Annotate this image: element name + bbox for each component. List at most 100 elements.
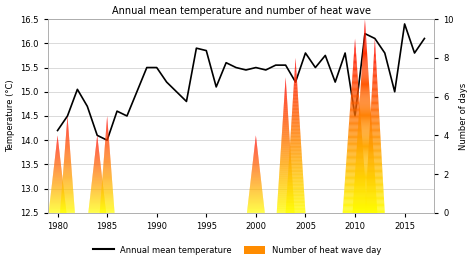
Polygon shape	[370, 124, 380, 125]
Polygon shape	[374, 54, 376, 55]
Polygon shape	[65, 142, 70, 143]
Polygon shape	[345, 182, 365, 183]
Polygon shape	[106, 129, 108, 130]
Polygon shape	[362, 71, 368, 72]
Polygon shape	[368, 160, 382, 161]
Polygon shape	[92, 181, 102, 182]
Polygon shape	[61, 207, 74, 208]
Polygon shape	[254, 156, 258, 157]
Polygon shape	[102, 180, 112, 181]
Polygon shape	[51, 196, 64, 197]
Polygon shape	[372, 95, 378, 96]
Polygon shape	[281, 143, 290, 144]
Polygon shape	[364, 39, 366, 40]
Polygon shape	[349, 126, 361, 127]
Polygon shape	[52, 184, 63, 185]
Polygon shape	[282, 136, 290, 137]
Polygon shape	[353, 69, 357, 70]
Polygon shape	[364, 34, 366, 35]
Polygon shape	[283, 123, 289, 124]
Polygon shape	[65, 145, 70, 146]
Polygon shape	[55, 156, 60, 157]
Polygon shape	[293, 92, 298, 93]
Polygon shape	[55, 158, 60, 159]
Polygon shape	[62, 191, 73, 192]
Polygon shape	[65, 147, 70, 148]
Polygon shape	[292, 109, 299, 110]
Polygon shape	[359, 106, 371, 107]
Polygon shape	[63, 180, 73, 181]
Polygon shape	[104, 158, 110, 159]
Polygon shape	[362, 59, 367, 60]
Polygon shape	[283, 122, 289, 123]
Polygon shape	[106, 135, 109, 136]
Polygon shape	[355, 172, 375, 173]
Polygon shape	[255, 141, 256, 142]
Polygon shape	[61, 203, 74, 204]
Polygon shape	[361, 84, 369, 85]
Polygon shape	[363, 53, 367, 54]
Polygon shape	[57, 137, 58, 138]
Polygon shape	[355, 184, 375, 185]
Polygon shape	[345, 187, 365, 188]
Polygon shape	[371, 108, 379, 109]
Polygon shape	[354, 191, 376, 192]
Polygon shape	[282, 133, 289, 134]
Polygon shape	[347, 143, 363, 144]
Polygon shape	[353, 202, 377, 203]
Polygon shape	[67, 126, 68, 127]
Polygon shape	[63, 173, 72, 174]
Polygon shape	[277, 209, 294, 210]
Polygon shape	[356, 163, 374, 164]
Polygon shape	[287, 190, 304, 191]
Polygon shape	[55, 151, 59, 152]
Polygon shape	[371, 109, 379, 110]
Polygon shape	[370, 119, 380, 120]
Polygon shape	[107, 121, 108, 122]
Polygon shape	[285, 83, 286, 84]
Polygon shape	[350, 113, 360, 114]
Polygon shape	[289, 166, 302, 167]
Polygon shape	[89, 210, 106, 211]
Polygon shape	[288, 182, 303, 183]
Polygon shape	[373, 68, 377, 69]
Polygon shape	[89, 204, 105, 205]
Polygon shape	[345, 180, 365, 181]
Polygon shape	[62, 188, 73, 189]
Polygon shape	[288, 177, 303, 178]
Polygon shape	[57, 142, 58, 143]
Polygon shape	[254, 153, 258, 154]
Polygon shape	[284, 104, 287, 105]
Polygon shape	[372, 86, 378, 87]
Polygon shape	[284, 93, 287, 94]
Polygon shape	[345, 181, 365, 182]
Polygon shape	[287, 185, 304, 186]
Polygon shape	[102, 177, 112, 178]
Polygon shape	[285, 84, 286, 85]
Polygon shape	[287, 193, 304, 194]
Polygon shape	[91, 189, 103, 190]
Polygon shape	[374, 62, 376, 63]
Polygon shape	[94, 161, 100, 162]
Polygon shape	[283, 112, 288, 113]
Polygon shape	[63, 176, 72, 177]
Polygon shape	[65, 148, 70, 149]
Polygon shape	[63, 181, 73, 182]
Polygon shape	[346, 154, 364, 155]
Polygon shape	[368, 161, 382, 162]
Polygon shape	[249, 194, 263, 195]
Polygon shape	[294, 73, 297, 74]
Polygon shape	[348, 134, 362, 135]
Polygon shape	[353, 61, 357, 62]
Polygon shape	[343, 208, 367, 209]
Polygon shape	[353, 207, 377, 208]
Polygon shape	[358, 124, 372, 125]
Polygon shape	[373, 80, 377, 81]
Polygon shape	[350, 109, 360, 110]
Polygon shape	[359, 111, 371, 112]
Polygon shape	[346, 170, 365, 171]
Polygon shape	[255, 145, 257, 146]
Polygon shape	[354, 60, 356, 61]
Polygon shape	[106, 130, 108, 131]
Polygon shape	[374, 47, 375, 48]
